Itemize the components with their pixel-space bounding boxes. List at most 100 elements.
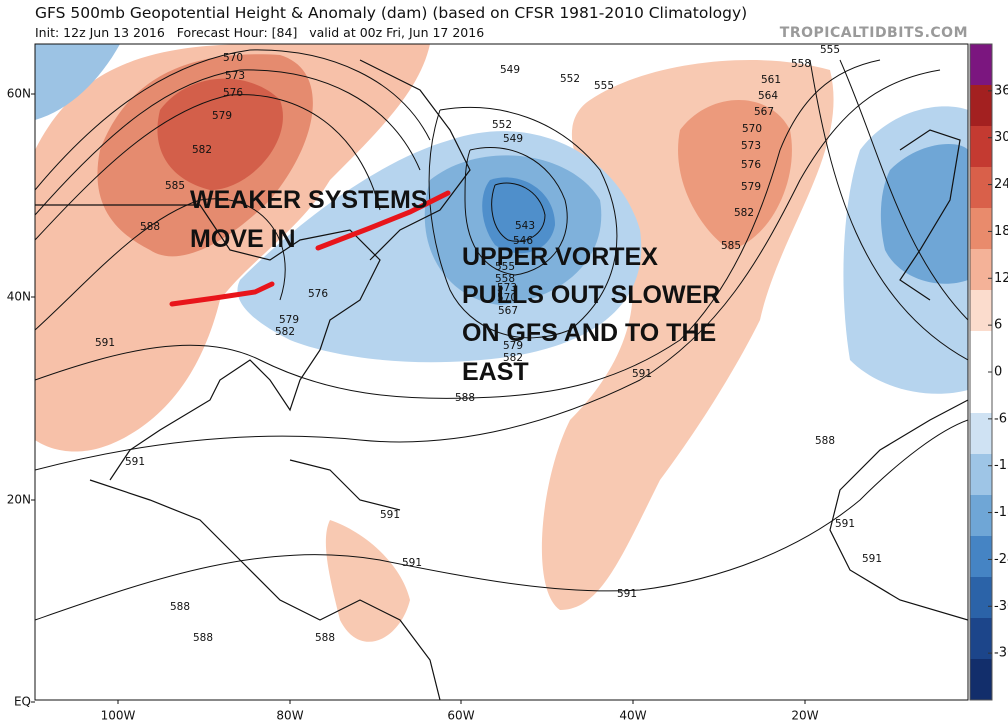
contour-line xyxy=(35,49,431,191)
lat-label: EQ xyxy=(14,695,31,709)
contour-label: 546 xyxy=(513,235,533,247)
annotation: MOVE IN xyxy=(190,225,296,253)
contour-label: 591 xyxy=(95,337,115,349)
contour-label: 588 xyxy=(815,435,835,447)
contour-label: 591 xyxy=(835,518,855,530)
contour-label: 567 xyxy=(754,106,774,118)
contour-line xyxy=(35,94,381,241)
colorbar-label: 30 xyxy=(994,130,1008,145)
contour-label: 588 xyxy=(315,632,335,644)
coastline xyxy=(359,59,471,261)
colorbar-label: -18 xyxy=(994,505,1008,520)
lon-label: 40W xyxy=(619,709,646,723)
contour-line xyxy=(35,198,286,331)
lon-label: 60W xyxy=(447,709,474,723)
warm-anomaly xyxy=(325,520,410,642)
height-contours xyxy=(35,49,968,621)
colorbar-swatch xyxy=(970,495,992,537)
contour-line xyxy=(35,59,881,399)
colorbar-label: 0 xyxy=(994,365,1002,380)
contour-label: 588 xyxy=(140,221,160,233)
colorbar-swatch xyxy=(970,454,992,496)
lat-label: 60N xyxy=(7,87,31,101)
contour-label: 579 xyxy=(279,314,299,326)
contour-label: 591 xyxy=(125,456,145,468)
coastline xyxy=(35,204,381,481)
contour-label: 585 xyxy=(721,240,741,252)
annotation-stroke xyxy=(169,281,275,307)
contour-label: 588 xyxy=(455,392,475,404)
colorbar-swatch xyxy=(970,44,992,86)
cool-anomaly xyxy=(880,144,968,284)
contour-label: 579 xyxy=(503,340,523,352)
contour-label: 549 xyxy=(503,133,523,145)
coastline xyxy=(289,459,401,511)
contour-label: 555 xyxy=(820,44,840,56)
axis-labels: 60N 40N 20N EQ 100W 80W 60W 40W 20W xyxy=(7,87,819,723)
contour-label: 588 xyxy=(170,601,190,613)
annotation-stroke xyxy=(315,190,451,251)
contour-label: 570 xyxy=(223,52,243,64)
contour-label: 588 xyxy=(193,632,213,644)
contour-line xyxy=(464,146,568,276)
colorbar-swatch xyxy=(970,208,992,250)
colorbar-label: -12 xyxy=(994,458,1008,473)
contour-label: 582 xyxy=(503,352,523,364)
annotation: PULLS OUT SLOWER xyxy=(462,281,720,309)
colorbar-label: -24 xyxy=(994,552,1008,567)
contour-label: 549 xyxy=(500,64,520,76)
lon-label: 80W xyxy=(276,709,303,723)
contour-label: 585 xyxy=(165,180,185,192)
title: GFS 500mb Geopotential Height & Anomaly … xyxy=(35,4,747,22)
colorbar: 36 30 24 18 12 6 0 -6 -12 -18 -24 -30 -36 xyxy=(969,43,1008,701)
colorbar-swatch xyxy=(970,618,992,660)
colorbar-swatch xyxy=(970,577,992,619)
contour-line xyxy=(491,182,546,242)
contour-label: 582 xyxy=(275,326,295,338)
contour-label: 591 xyxy=(617,588,637,600)
colorbar-label: 6 xyxy=(994,318,1002,333)
colorbar-swatch xyxy=(970,290,992,332)
colorbar-swatch xyxy=(970,167,992,209)
contour-label: 576 xyxy=(741,159,761,171)
contour-line xyxy=(35,69,421,216)
coastline xyxy=(899,129,961,301)
colorbar-swatch xyxy=(970,85,992,127)
contour-label: 564 xyxy=(758,90,778,102)
colorbar-swatch xyxy=(970,331,992,373)
contour-label: 576 xyxy=(223,87,243,99)
contour-label: 576 xyxy=(308,288,328,300)
colorbar-label: -30 xyxy=(994,599,1008,614)
annotation: WEAKER SYSTEMS xyxy=(190,186,428,214)
lat-label: 40N xyxy=(7,290,31,304)
contour-line xyxy=(839,59,968,321)
contour-label: 555 xyxy=(495,261,515,273)
coastline xyxy=(89,479,441,700)
annotation: UPPER VORTEX xyxy=(462,243,658,271)
warm-anomaly xyxy=(157,78,283,190)
contour-label: 558 xyxy=(495,273,515,285)
contour-label: 582 xyxy=(192,144,212,156)
lat-label: 20N xyxy=(7,493,31,507)
contour-label: 543 xyxy=(515,220,535,232)
contour-label: 552 xyxy=(492,119,512,131)
colorbar-swatch xyxy=(970,126,992,168)
contour-label: 579 xyxy=(741,181,761,193)
contour-label: 591 xyxy=(402,557,422,569)
contour-label: 558 xyxy=(791,58,811,70)
contour-label: 552 xyxy=(560,73,580,85)
contour-label: 561 xyxy=(761,74,781,86)
contour-label: 591 xyxy=(862,553,882,565)
contour-label: 591 xyxy=(380,509,400,521)
colorbar-label: 24 xyxy=(994,177,1008,192)
contour-line xyxy=(35,419,968,621)
lon-label: 20W xyxy=(791,709,818,723)
subtitle: Init: 12z Jun 13 2016 Forecast Hour: [84… xyxy=(35,25,484,40)
colorbar-label: -36 xyxy=(994,646,1008,661)
colorbar-label: 36 xyxy=(994,83,1008,98)
contour-line xyxy=(809,59,968,361)
colorbar-label: -6 xyxy=(994,411,1007,426)
